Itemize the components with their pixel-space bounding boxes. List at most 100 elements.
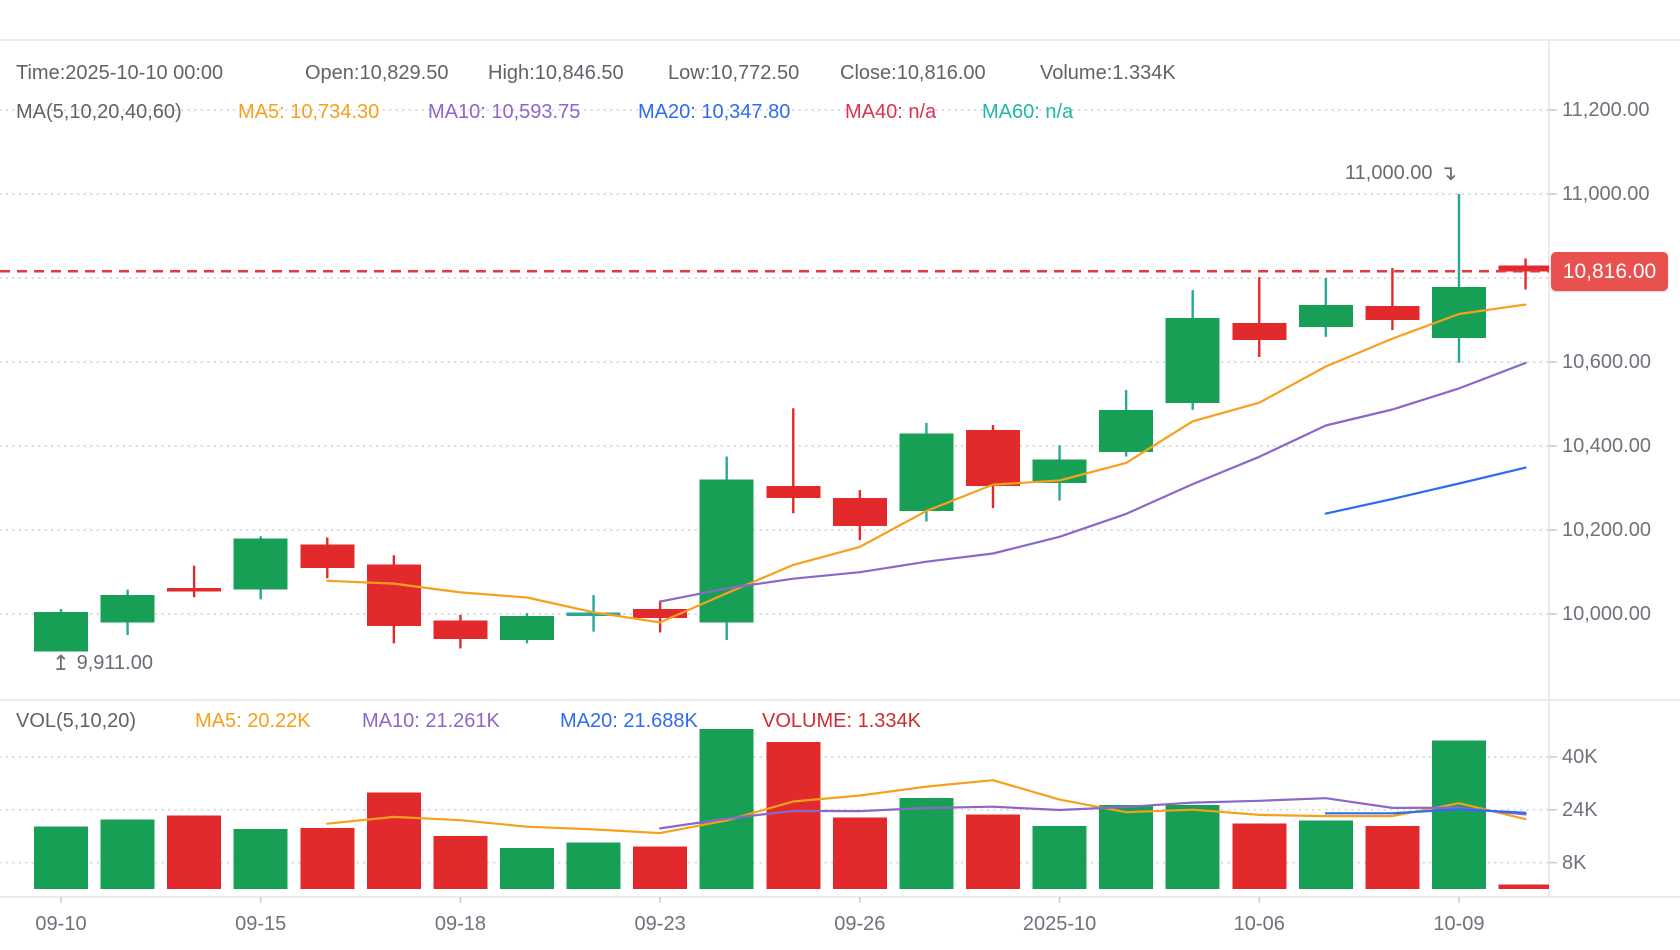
x-axis-label: 10-06 [1233, 913, 1285, 935]
price-axis-label: 10,600.00 [1562, 351, 1651, 373]
volume-bar[interactable] [1298, 820, 1353, 889]
volume-bar[interactable] [1232, 823, 1287, 889]
volume-bar[interactable] [1431, 740, 1486, 890]
arrow-down-corner-icon: ↴ [1439, 161, 1458, 185]
volume-axis-label: 40K [1562, 746, 1598, 768]
info-low: Low:10,772.50 [668, 62, 800, 84]
ma40-price-label[interactable]: MA40: n/a [845, 101, 937, 123]
ma60-price-label[interactable]: MA60: n/a [982, 101, 1074, 123]
ma5-volume-label[interactable]: MA5: 20.22K [195, 710, 311, 732]
volume-bar[interactable] [766, 742, 821, 889]
candle-body[interactable] [699, 479, 754, 623]
volume-ma5-line [326, 779, 1527, 835]
info-close: Close:10,816.00 [840, 62, 986, 84]
price-ma-layer [326, 303, 1527, 624]
volume-bar[interactable] [566, 842, 621, 889]
volume-bar[interactable] [100, 819, 155, 889]
candle-body[interactable] [832, 498, 887, 526]
x-axis-label: 09-18 [434, 913, 486, 935]
ma10-price-label[interactable]: MA10: 10,593.75 [428, 101, 581, 123]
high-annotation: 11,000.00 ↴ [1345, 162, 1457, 185]
volume-ma-layer [326, 779, 1527, 835]
price-axis-label: 10,200.00 [1562, 519, 1651, 541]
ma20-volume-label[interactable]: MA20: 21.688K [560, 710, 698, 732]
last-price-tag: 10,816.00 [1551, 251, 1668, 291]
low-annotation-text: 9,911.00 [76, 652, 153, 675]
candle-body[interactable] [300, 544, 355, 568]
candle-body[interactable] [34, 611, 88, 652]
candle-body[interactable] [100, 595, 155, 623]
volume-bar[interactable] [832, 817, 887, 889]
volume-bar[interactable] [433, 836, 488, 889]
ma20-price-label[interactable]: MA20: 10,347.80 [638, 101, 791, 123]
ma-title-label: MA(5,10,20,40,60) [16, 101, 182, 123]
price-axis-label: 10,000.00 [1562, 603, 1651, 625]
candle-body[interactable] [1165, 317, 1220, 404]
volume-bar[interactable] [699, 728, 754, 889]
frame-layer [0, 39, 1680, 903]
price-axis-label: 11,000.00 [1562, 183, 1650, 205]
candle-body[interactable] [1498, 265, 1553, 272]
volume-bar[interactable] [499, 847, 554, 889]
volume-bar[interactable] [300, 827, 355, 889]
candle-body[interactable] [167, 587, 222, 592]
volume-bar[interactable] [899, 797, 954, 889]
candles-layer [34, 194, 1553, 652]
candle-body[interactable] [1298, 304, 1353, 328]
volume-bar[interactable] [34, 826, 88, 889]
ma-legend-bar: MA(5,10,20,40,60) MA5: 10,734.30 MA10: 1… [0, 101, 1680, 127]
low-annotation: ↥ 9,911.00 [52, 652, 153, 675]
candle-body[interactable] [1232, 322, 1287, 341]
x-axis-label: 09-23 [634, 913, 686, 935]
candle-body[interactable] [766, 485, 821, 499]
candle-body[interactable] [633, 608, 688, 619]
price-ma20-line [1324, 466, 1527, 515]
volume-bar[interactable] [1099, 805, 1154, 889]
volume-bar[interactable] [633, 846, 688, 889]
candle-body[interactable] [499, 616, 554, 641]
volume-bar[interactable] [1032, 825, 1087, 889]
candle-body[interactable] [1099, 409, 1154, 452]
candle-body[interactable] [233, 538, 288, 590]
price-ma10-line [658, 361, 1527, 603]
x-axis-label: 10-09 [1433, 913, 1485, 935]
info-high: High:10,846.50 [488, 62, 624, 84]
high-annotation-text: 11,000.00 [1345, 162, 1433, 184]
volume-bar[interactable] [965, 814, 1020, 889]
volume-legend-bar: VOL(5,10,20) MA5: 20.22K MA10: 21.261K M… [0, 710, 1680, 736]
current-volume-label: VOLUME: 1.334K [762, 710, 921, 732]
volume-bar[interactable] [233, 828, 288, 889]
price-axis-label: 10,400.00 [1562, 435, 1651, 457]
volume-axis-label: 24K [1562, 798, 1598, 821]
volume-axis-label: 8K [1562, 851, 1587, 874]
ma10-volume-label[interactable]: MA10: 21.261K [362, 710, 500, 732]
volume-ma10-line [658, 797, 1527, 830]
ohlc-info-bar: Time:2025-10-10 00:00 Open:10,829.50 Hig… [0, 62, 1680, 88]
arrow-up-icon: ↥ [52, 651, 70, 675]
ma5-price-label[interactable]: MA5: 10,734.30 [238, 101, 380, 123]
candle-body[interactable] [433, 620, 488, 640]
info-open: Open:10,829.50 [305, 62, 449, 84]
x-axis-label: 09-15 [235, 913, 287, 935]
volume-bar[interactable] [1165, 805, 1220, 889]
candle-body[interactable] [1365, 306, 1420, 320]
info-time: Time:2025-10-10 00:00 [16, 62, 224, 84]
x-axis-label: 2025-10 [1022, 913, 1097, 935]
x-axis-label: 09-26 [834, 913, 886, 935]
price-ma5-line [326, 303, 1527, 624]
volume-bar[interactable] [1365, 825, 1420, 889]
volume-bar[interactable] [1498, 884, 1553, 889]
volume-ma20-line [1324, 808, 1527, 815]
volume-bar[interactable] [366, 792, 421, 889]
info-volume: Volume:1.334K [1040, 62, 1176, 84]
volume-bars-layer [34, 728, 1553, 890]
candle-body[interactable] [566, 612, 621, 617]
price-axis-label: 11,200.00 [1562, 99, 1650, 121]
candle-body[interactable] [965, 430, 1020, 486]
candle-body[interactable] [899, 433, 954, 512]
vol-title-label: VOL(5,10,20) [16, 710, 137, 732]
volume-bar[interactable] [167, 815, 222, 889]
candle-body[interactable] [366, 564, 421, 626]
